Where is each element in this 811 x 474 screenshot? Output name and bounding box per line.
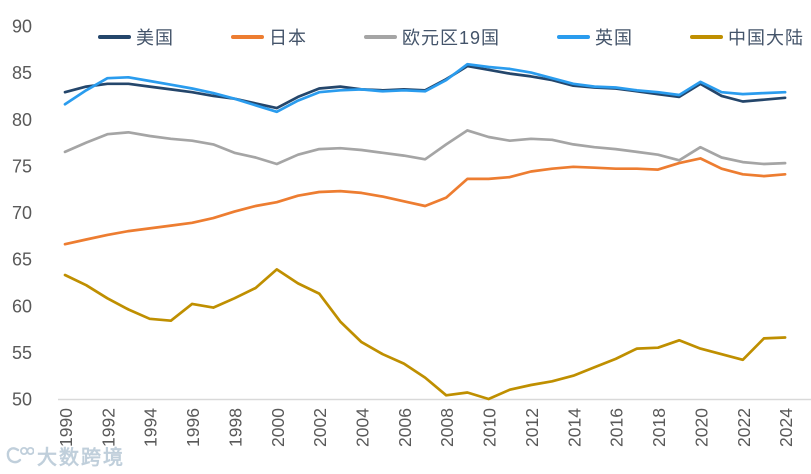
x-axis-tick-label: 2006 [395, 408, 415, 447]
legend-label-china: 中国大陆 [728, 28, 805, 48]
x-axis-tick-label: 2020 [691, 408, 711, 447]
x-axis-tick-label: 2016 [607, 408, 627, 447]
series-line-0 [63, 64, 787, 110]
y-axis-tick-label: 70 [12, 203, 32, 223]
legend-item-china: 中国大陆 [690, 24, 804, 50]
x-axis-tick-label: 2004 [353, 408, 373, 447]
y-axis-tick-label: 60 [12, 296, 32, 316]
legend-label-japan: 日本 [269, 28, 307, 48]
y-axis-tick-label: 55 [12, 343, 32, 363]
eurozone-line-swatch [364, 35, 397, 39]
series-line-2 [63, 129, 787, 166]
x-axis-tick-label: 1998 [225, 408, 245, 447]
y-axis-tick-label: 75 [12, 156, 32, 176]
y-axis-tick-label: 50 [12, 390, 32, 410]
y-axis-tick-label: 65 [12, 250, 32, 270]
x-axis-tick-label: 2018 [649, 408, 669, 447]
legend-label-uk: 英国 [595, 28, 634, 48]
x-axis-tick-label: 1990 [56, 408, 76, 447]
x-axis-tick-label: 1994 [141, 408, 161, 447]
y-axis-tick-label: 90 [12, 17, 32, 37]
legend-item-usa: 美国 [98, 24, 174, 50]
china-line-swatch [690, 35, 724, 39]
usa-line-swatch [98, 35, 131, 39]
y-axis-tick-label: 80 [12, 110, 32, 130]
legend-item-uk: 英国 [557, 24, 633, 50]
series-line-1 [63, 157, 787, 246]
x-axis-tick-label: 2012 [522, 408, 542, 447]
x-axis-tick-label: 2022 [734, 408, 754, 447]
japan-line-swatch [231, 35, 264, 39]
legend-label-usa: 美国 [136, 28, 174, 48]
x-axis-tick-label: 2024 [776, 408, 796, 447]
legend-item-eurozone: 欧元区19国 [364, 24, 500, 50]
x-axis-tick-label: 1992 [98, 408, 118, 447]
series-line-3 [63, 62, 787, 114]
y-axis-tick-label: 85 [12, 63, 32, 83]
x-axis-tick-label: 2000 [268, 408, 288, 447]
x-axis-tick-label: 2002 [310, 408, 330, 447]
series-line-4 [63, 268, 787, 401]
x-axis-tick-label: 2014 [564, 408, 584, 447]
legend-item-japan: 日本 [231, 24, 307, 50]
x-axis-tick-label: 2008 [437, 408, 457, 447]
x-axis-tick-label: 1996 [183, 408, 203, 447]
uk-line-swatch [557, 35, 591, 39]
legend-label-eurozone: 欧元区19国 [402, 28, 501, 48]
x-axis-tick-label: 2010 [480, 408, 500, 447]
chart-legend: 美国 日本 欧元区19国 英国 中国大陆 [98, 24, 804, 50]
